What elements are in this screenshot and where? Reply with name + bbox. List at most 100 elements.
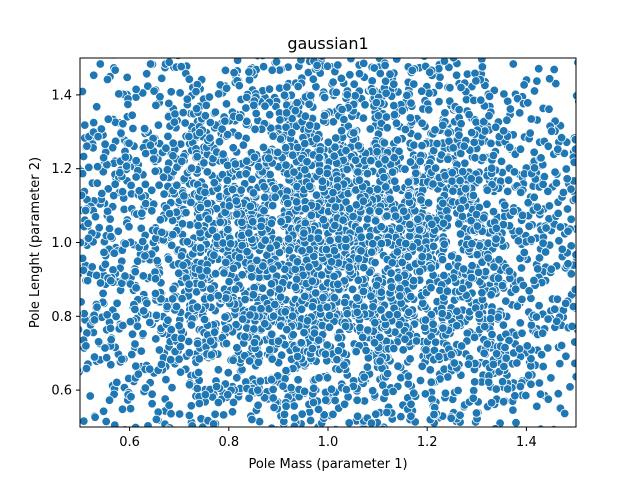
scatter-point [333,333,344,343]
scatter-point [381,182,391,192]
scatter-point [322,373,333,383]
scatter-point [320,349,331,359]
scatter-point [275,115,285,125]
scatter-point [560,408,570,419]
scatter-point [131,156,141,166]
scatter-point [446,251,457,261]
scatter-point [259,182,269,192]
scatter-point [454,219,464,229]
scatter-point [227,407,238,417]
scatter-point [244,356,255,366]
scatter-point [406,399,416,410]
scatter-point [221,324,231,334]
scatter-point [117,186,128,197]
scatter-point [352,411,363,422]
scatter-point [300,203,311,214]
scatter-point [182,237,193,247]
scatter-point [434,80,444,91]
scatter-point [500,200,510,211]
scatter-point [513,236,524,246]
scatter-point [333,60,343,70]
scatter-point [314,152,324,163]
scatter-point [471,408,482,418]
scatter-point [517,294,527,305]
scatter-point [550,304,560,314]
scatter-point [149,86,159,96]
scatter-point [101,416,111,427]
scatter-point [305,120,315,131]
scatter-point [124,138,134,149]
scatter-point [266,279,277,289]
scatter-point [184,74,195,84]
scatter-point [379,138,390,148]
scatter-point [526,114,537,124]
scatter-point [471,76,481,86]
scatter-point [459,141,469,151]
scatter-point [292,274,302,285]
scatter-point [167,294,178,304]
scatter-point [211,381,222,392]
scatter-point [230,159,241,169]
scatter-point [349,79,359,89]
scatter-point [265,243,275,253]
scatter-point [166,325,177,335]
scatter-point [155,92,165,102]
scatter-point [91,102,102,112]
scatter-point [156,73,167,84]
scatter-point [355,322,365,333]
scatter-point [247,216,258,227]
scatter-point [477,62,488,72]
y-axis-label: Pole Lenght (parameter 2) [28,157,43,328]
scatter-point [490,424,500,427]
scatter-point [237,217,247,228]
scatter-point [526,234,536,245]
scatter-point [192,383,203,394]
scatter-point [150,274,161,284]
scatter-point [288,150,298,160]
scatter-point [127,329,138,339]
scatter-point [244,228,254,238]
scatter-point [551,78,561,89]
scatter-point [515,381,526,392]
scatter-point [467,127,477,138]
scatter-point [536,350,547,360]
scatter-point [375,356,385,366]
scatter-point [233,130,244,141]
scatter-point [517,210,528,221]
scatter-point [526,320,537,330]
scatter-point [384,310,394,320]
scatter-point [543,394,554,404]
scatter-point [166,240,177,251]
scatter-point [153,120,164,130]
scatter-point [426,263,436,273]
scatter-point [405,219,415,230]
scatter-point [432,138,442,149]
scatter-point [443,128,453,138]
scatter-point [400,124,411,135]
scatter-point [456,341,467,351]
scatter-point [534,63,544,74]
scatter-point [533,264,543,274]
scatter-point [213,397,224,408]
scatter-point [353,167,363,177]
scatter-point [380,155,390,165]
scatter-point [366,155,376,166]
scatter-point [561,298,571,309]
scatter-point [125,403,136,414]
scatter-point [260,319,270,329]
scatter-point [195,202,206,213]
scatter-point [209,250,219,260]
scatter-point [400,164,410,174]
scatter-point [214,136,225,147]
scatter-point [311,288,321,298]
x-axis-label: Pole Mass (parameter 1) [248,457,407,472]
scatter-point [256,304,266,314]
scatter-point [209,327,220,337]
scatter-point [249,152,260,163]
scatter-point [247,414,257,425]
scatter-point [541,223,551,233]
scatter-point [307,343,318,354]
scatter-point [339,114,349,125]
scatter-point [175,341,186,352]
scatter-point [455,410,465,421]
